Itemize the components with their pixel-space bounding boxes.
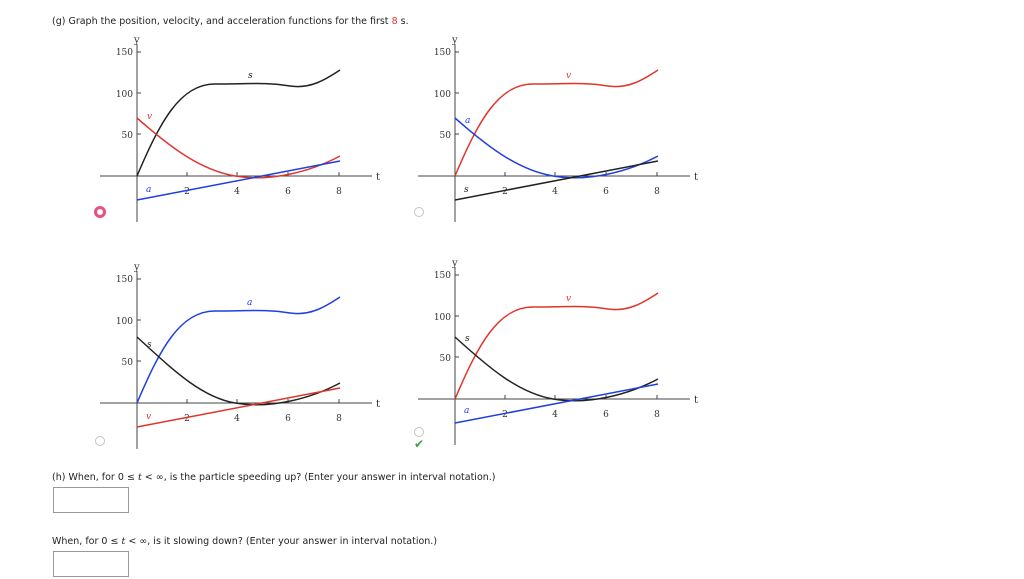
x-tick-8: 8 (654, 187, 660, 197)
radio-graph-1[interactable] (94, 206, 106, 218)
x-tick-6: 6 (285, 187, 291, 197)
curve-black (136, 336, 341, 406)
curve-blue (136, 296, 341, 404)
label-blue-curve: a (465, 116, 470, 126)
part-h-prefix: (h) When, for (52, 472, 118, 483)
x-tick-6: 6 (285, 414, 291, 424)
y-tick-50: 50 (122, 131, 134, 141)
x-tick-6: 6 (603, 410, 609, 420)
slowing-le: ≤ (110, 536, 119, 547)
graph-option-4: y t 150 100 50 2 4 6 8 v s a (418, 258, 698, 445)
y-tick-100: 100 (116, 90, 133, 100)
graph-option-1: y t 150 100 50 2 4 6 8 s v a (100, 35, 380, 222)
part-h-inf: ∞ (155, 472, 164, 483)
part-g-question: (g) Graph the position, velocity, and ac… (52, 16, 409, 27)
label-red-curve: v (146, 412, 151, 422)
curve-red (136, 387, 341, 428)
part-h-lt: < (144, 472, 153, 483)
x-tick-2: 2 (502, 187, 508, 197)
part-h-zero: 0 (117, 472, 124, 483)
y-tick-150: 150 (434, 271, 451, 281)
part-g-number: 8 (391, 16, 398, 27)
y-axis-label: y (133, 35, 140, 46)
x-tick-2: 2 (502, 410, 508, 420)
x-tick-8: 8 (336, 187, 342, 197)
slowing-lt: < (128, 536, 137, 547)
t-axis-label: t (694, 395, 698, 406)
t-axis-label: t (694, 172, 698, 183)
curve-red (454, 69, 659, 177)
label-red-curve: v (566, 71, 571, 81)
label-black-curve: s (147, 340, 152, 350)
t-axis-label: t (376, 172, 380, 183)
label-blue-curve: a (146, 185, 151, 195)
label-red-curve: v (147, 112, 152, 122)
radio-graph-2[interactable] (414, 207, 424, 217)
curve-red (454, 292, 659, 400)
label-black-curve: s (465, 334, 470, 344)
y-tick-50: 50 (122, 358, 134, 368)
y-tick-100: 100 (434, 313, 451, 323)
x-tick-8: 8 (654, 410, 660, 420)
x-tick-6: 6 (603, 187, 609, 197)
part-h-le: ≤ (126, 472, 135, 483)
y-axis-label: y (451, 35, 458, 46)
curve-blue (454, 383, 659, 424)
y-axis-label: y (133, 262, 140, 273)
y-tick-100: 100 (116, 317, 133, 327)
x-tick-2: 2 (184, 414, 190, 424)
part-g-prefix: (g) Graph the position, velocity, and ac… (52, 16, 392, 27)
curve-black (136, 69, 341, 177)
radio-graph-4[interactable] (414, 427, 424, 437)
x-tick-4: 4 (234, 414, 240, 424)
y-tick-150: 150 (116, 275, 133, 285)
part-h-suffix: , is the particle speeding up? (Enter yo… (163, 472, 496, 483)
curve-blue (454, 117, 659, 179)
graph-option-2: y t 150 100 50 2 4 6 8 v a s (418, 35, 698, 222)
x-tick-2: 2 (184, 187, 190, 197)
slowing-suffix: , is it slowing down? (Enter your answer… (147, 536, 438, 547)
part-h-question: (h) When, for 0 ≤ t < ∞, is the particle… (52, 472, 496, 483)
radio-graph-3[interactable] (95, 436, 105, 446)
slowing-prefix: When, for (52, 536, 102, 547)
slowing-down-answer-input[interactable] (53, 551, 129, 577)
label-black-curve: s (464, 185, 469, 195)
slowing-zero: 0 (101, 536, 108, 547)
x-tick-4: 4 (234, 187, 240, 197)
label-blue-curve: a (464, 406, 469, 416)
y-tick-100: 100 (434, 90, 451, 100)
slowing-inf: ∞ (139, 536, 148, 547)
curve-black (454, 160, 659, 201)
slowing-t: t (121, 536, 126, 547)
graph-option-3: y t 150 100 50 2 4 6 8 a s v (100, 262, 380, 449)
label-blue-curve: a (247, 298, 252, 308)
y-axis-label: y (451, 258, 458, 269)
part-g-suffix: s. (397, 16, 409, 27)
y-tick-150: 150 (116, 48, 133, 58)
curve-blue (136, 160, 341, 201)
slowing-question: When, for 0 ≤ t < ∞, is it slowing down?… (52, 536, 437, 547)
y-tick-50: 50 (440, 131, 452, 141)
x-tick-4: 4 (552, 187, 558, 197)
speeding-up-answer-input[interactable] (53, 487, 129, 513)
part-h-t: t (137, 472, 142, 483)
label-red-curve: v (566, 294, 571, 304)
label-black-curve: s (248, 71, 253, 81)
curve-black (454, 336, 659, 402)
y-tick-150: 150 (434, 48, 451, 58)
curve-red (136, 117, 341, 179)
t-axis-label: t (376, 399, 380, 410)
correct-check-icon: ✔ (414, 437, 425, 451)
y-tick-50: 50 (440, 354, 452, 364)
x-tick-8: 8 (336, 414, 342, 424)
x-tick-4: 4 (552, 410, 558, 420)
